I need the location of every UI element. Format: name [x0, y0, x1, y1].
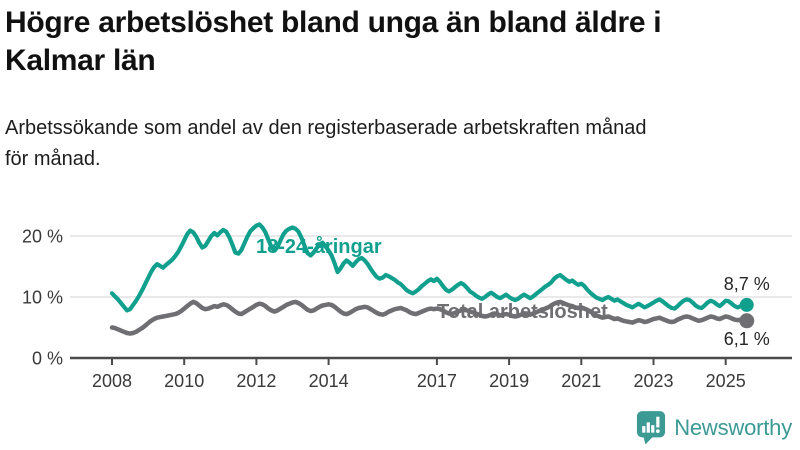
newsworthy-logo-text: Newsworthy	[674, 414, 792, 440]
end-dot-youth	[739, 297, 754, 312]
y-axis-labels: 0 % 10 % 20 %	[22, 227, 63, 369]
end-value-label-total: 6,1 %	[724, 329, 770, 349]
x-tick-label: 2025	[706, 371, 746, 391]
x-axis-ticks: 2008 2010 2012 2014 2017 2019 2021 2023 2025	[92, 358, 746, 391]
newsworthy-speech-bubble-bar-chart-icon	[637, 411, 666, 445]
x-tick-label: 2019	[489, 371, 529, 391]
x-tick-label: 2017	[417, 371, 457, 391]
gridlines	[70, 235, 792, 298]
line-total-unemployment	[109, 299, 750, 336]
chart-title-line1: Högre arbetslöshet bland unga än bland ä…	[5, 6, 662, 39]
x-tick-label: 2008	[92, 371, 132, 391]
end-dot-total	[739, 313, 755, 329]
y-tick-label: 0 %	[32, 349, 63, 369]
chart-subtitle-line1: Arbetssökande som andel av den registerb…	[5, 117, 647, 139]
y-tick-label: 10 %	[22, 288, 63, 308]
x-tick-label: 2010	[164, 371, 204, 391]
chart-title-line2: Kalmar län	[5, 44, 156, 77]
y-tick-label: 20 %	[22, 227, 63, 247]
chart-subtitle: Arbetssökande som andel av den registerb…	[5, 113, 785, 175]
x-tick-label: 2021	[561, 371, 601, 391]
x-tick-label: 2012	[236, 371, 276, 391]
series-label-total: Total arbetslöshet	[437, 301, 608, 323]
newsworthy-logo: Newsworthy	[636, 410, 792, 445]
series-label-youth: 18-24-åringar	[256, 235, 382, 258]
line-youth-unemployment	[109, 222, 749, 313]
line-chart: 0 % 10 % 20 % Total arbetslöshet 18-24-åri…	[22, 222, 792, 391]
chart-title: Högre arbetslöshet bland unga än bland ä…	[5, 4, 785, 80]
x-tick-label: 2023	[633, 371, 673, 391]
chart-subtitle-line2: för månad.	[5, 148, 101, 170]
x-tick-label: 2014	[309, 371, 349, 391]
end-value-label-youth: 8,7 %	[724, 274, 770, 294]
